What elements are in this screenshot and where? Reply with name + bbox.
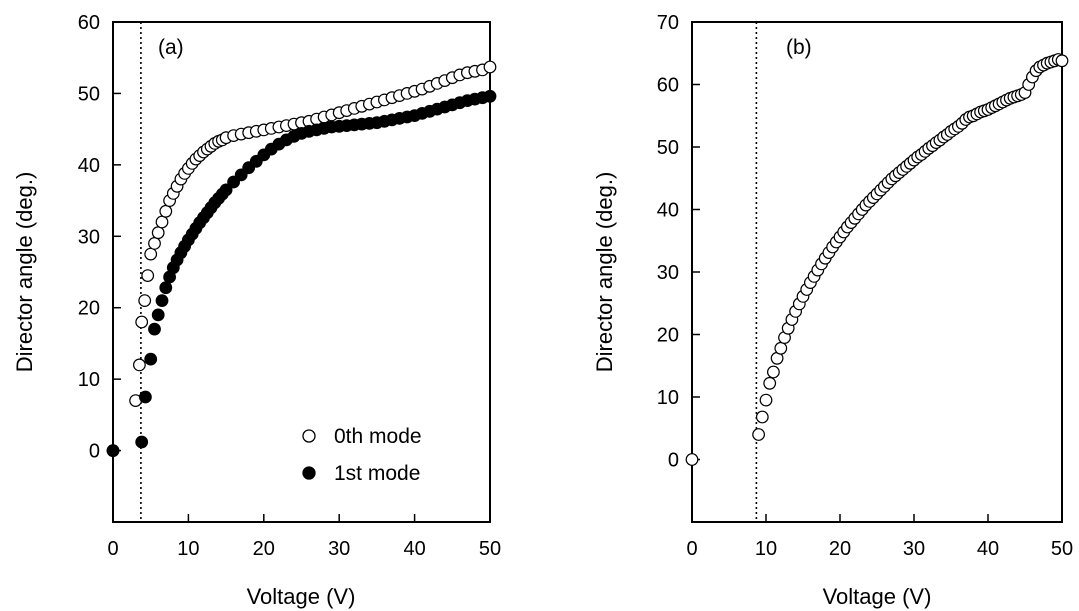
panel-b-y-axis-label: Director angle (deg.) bbox=[592, 172, 617, 373]
panel-a-chart: (a) Voltage (V) Director angle (deg.) 0t… bbox=[12, 12, 501, 609]
panel-b-point bbox=[755, 410, 769, 424]
panel-b-point bbox=[767, 365, 780, 379]
panel-a-x-tick-label: 50 bbox=[479, 538, 501, 560]
panel-b-point bbox=[763, 376, 777, 390]
panel-b-y-tick-label: 60 bbox=[657, 75, 679, 97]
panel-b-series-0 bbox=[685, 53, 1069, 466]
panel-a-legend: 0th mode 1st mode bbox=[302, 425, 422, 485]
panel-a-point bbox=[148, 236, 161, 250]
panel-b-y-tick-label: 40 bbox=[657, 200, 679, 222]
panel-b-y-tick-label: 70 bbox=[657, 12, 679, 34]
panel-a-point bbox=[483, 89, 497, 103]
panel-b-y-tick-label: 20 bbox=[657, 325, 679, 347]
panel-b-x-tick-label: 40 bbox=[977, 538, 999, 560]
panel-b-y-tick-label: 50 bbox=[657, 137, 679, 159]
panel-a-point bbox=[135, 435, 149, 449]
panel-b-y-tick-label: 10 bbox=[657, 387, 679, 409]
panel-a-y-tick-label: 30 bbox=[78, 226, 100, 248]
panel-a-point bbox=[138, 294, 152, 308]
panel-a-point bbox=[138, 390, 152, 404]
panel-a-point bbox=[159, 281, 173, 295]
legend-marker-0th-mode bbox=[302, 429, 316, 443]
panel-b-point bbox=[752, 428, 765, 441]
panel-a-x-tick-label: 40 bbox=[403, 538, 425, 560]
panel-b-point bbox=[685, 453, 699, 466]
panel-b-point bbox=[774, 341, 788, 355]
panel-b-x-tick-label: 0 bbox=[686, 538, 697, 560]
panel-a-x-tick-label: 30 bbox=[328, 538, 350, 560]
panel-a-point bbox=[132, 358, 146, 372]
panel-a-y-axis-label: Director angle (deg.) bbox=[12, 172, 37, 373]
panel-a-point bbox=[144, 352, 158, 366]
panel-a-y-tick-label: 40 bbox=[78, 155, 100, 177]
panel-b-y-tick-label: 30 bbox=[657, 262, 679, 284]
panel-a-x-tick-label: 20 bbox=[253, 538, 275, 560]
panel-a-point bbox=[144, 247, 158, 261]
panel-a-point bbox=[155, 215, 169, 229]
panel-a-y-tick-label: 20 bbox=[78, 298, 100, 320]
legend-marker-1st-mode bbox=[302, 466, 316, 480]
panel-a-y-tick-label: 0 bbox=[89, 441, 100, 463]
panel-a-series-1 bbox=[106, 89, 497, 458]
panel-a-y-tick-label: 10 bbox=[78, 369, 100, 391]
panel-a-point bbox=[155, 294, 169, 308]
panel-a-point bbox=[148, 322, 161, 336]
panel-b-chart: (b) Voltage (V) Director angle (deg.) 0 1… bbox=[592, 12, 1073, 609]
panel-b-x-tick-label: 50 bbox=[1051, 538, 1073, 560]
panel-a-point bbox=[151, 308, 165, 322]
panel-a-label: (a) bbox=[158, 36, 184, 59]
panel-b-x-tick-label: 20 bbox=[829, 538, 851, 560]
panel-a-point bbox=[106, 444, 120, 458]
panel-b-point bbox=[1055, 54, 1069, 68]
panel-a-point bbox=[141, 269, 155, 283]
panel-a-point bbox=[135, 315, 149, 329]
panel-b-y-tick-label: 0 bbox=[668, 450, 679, 472]
panel-a-x-tick-label: 10 bbox=[177, 538, 199, 560]
panel-a-series-0 bbox=[106, 60, 497, 458]
panel-a-point bbox=[219, 183, 233, 197]
panel-a-plot-frame bbox=[112, 21, 491, 523]
panel-b-x-tick-label: 10 bbox=[755, 538, 777, 560]
panel-b-label: (b) bbox=[786, 36, 812, 59]
panel-a-x-tick-label: 0 bbox=[107, 538, 118, 560]
legend-label-1st-mode: 1st mode bbox=[334, 462, 420, 485]
panel-b-x-tick-label: 30 bbox=[903, 538, 925, 560]
panel-a-x-axis-label: Voltage (V) bbox=[247, 584, 356, 609]
panel-b-x-axis-label: Voltage (V) bbox=[823, 584, 932, 609]
panel-a-point bbox=[483, 60, 497, 74]
panel-a-point bbox=[159, 204, 173, 218]
legend-label-0th-mode: 0th mode bbox=[334, 425, 422, 448]
panel-a-y-tick-label: 60 bbox=[78, 12, 100, 34]
panel-a-point bbox=[151, 226, 165, 240]
panel-b-point bbox=[759, 393, 773, 407]
panel-a-y-tick-label: 50 bbox=[78, 83, 100, 105]
